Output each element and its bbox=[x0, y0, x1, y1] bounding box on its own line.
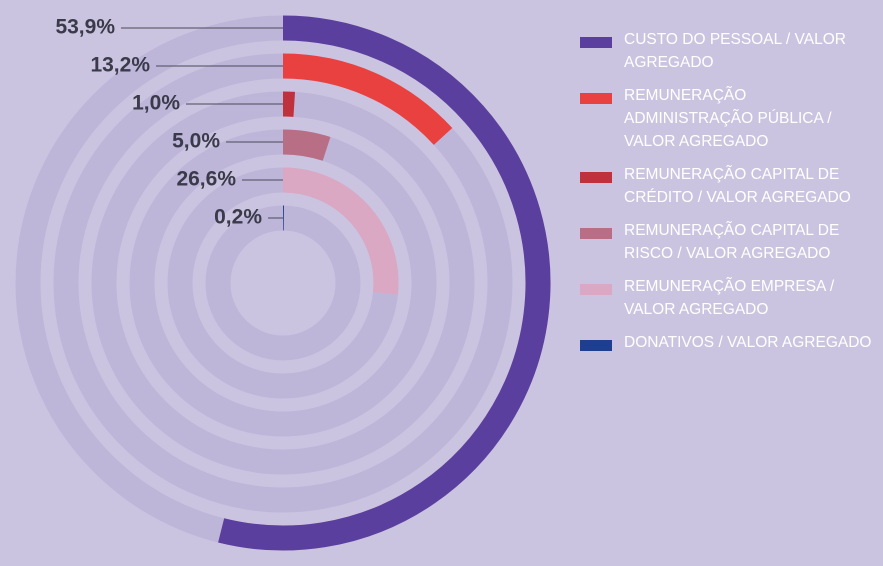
legend-item: DONATIVOS / VALOR AGREGADO bbox=[580, 331, 880, 354]
legend-label: REMUNERAÇÃO EMPRESA / VALOR AGREGADO bbox=[624, 278, 835, 318]
radial-bar bbox=[282, 53, 453, 146]
legend-label: CUSTO DO PESSOAL / VALOR AGREGADO bbox=[624, 31, 846, 71]
legend-swatch bbox=[580, 340, 612, 351]
legend-item: REMUNERAÇÃO EMPRESA / VALOR AGREGADO bbox=[580, 275, 880, 321]
legend-swatch bbox=[580, 37, 612, 48]
legend-item: CUSTO DO PESSOAL / VALOR AGREGADO bbox=[580, 28, 880, 74]
legend-item: REMUNERAÇÃO ADMINISTRAÇÃO PÚBLICA / VALO… bbox=[580, 84, 880, 153]
value-label: 26,6% bbox=[176, 168, 236, 191]
track bbox=[91, 91, 475, 475]
legend-label: REMUNERAÇÃO ADMINISTRAÇÃO PÚBLICA / VALO… bbox=[624, 87, 832, 150]
value-label: 1,0% bbox=[132, 92, 180, 115]
radial-bar bbox=[282, 129, 331, 161]
legend-item: REMUNERAÇÃO CAPITAL DE CRÉDITO / VALOR A… bbox=[580, 163, 880, 209]
radial-bar bbox=[282, 167, 399, 295]
legend-swatch bbox=[580, 93, 612, 104]
value-label: 5,0% bbox=[172, 130, 220, 153]
track bbox=[205, 205, 361, 361]
legend-label: REMUNERAÇÃO CAPITAL DE RISCO / VALOR AGR… bbox=[624, 222, 840, 262]
legend-swatch bbox=[580, 284, 612, 295]
value-label: 53,9% bbox=[55, 16, 115, 39]
value-label: 13,2% bbox=[90, 54, 150, 77]
legend-swatch bbox=[580, 172, 612, 183]
legend-label: REMUNERAÇÃO CAPITAL DE CRÉDITO / VALOR A… bbox=[624, 166, 851, 206]
radial-bar bbox=[218, 15, 551, 551]
legend-item: REMUNERAÇÃO CAPITAL DE RISCO / VALOR AGR… bbox=[580, 219, 880, 265]
legend: CUSTO DO PESSOAL / VALOR AGREGADO REMUNER… bbox=[580, 28, 880, 364]
value-label: 0,2% bbox=[214, 206, 262, 229]
legend-swatch bbox=[580, 228, 612, 239]
legend-label: DONATIVOS / VALOR AGREGADO bbox=[624, 334, 872, 351]
